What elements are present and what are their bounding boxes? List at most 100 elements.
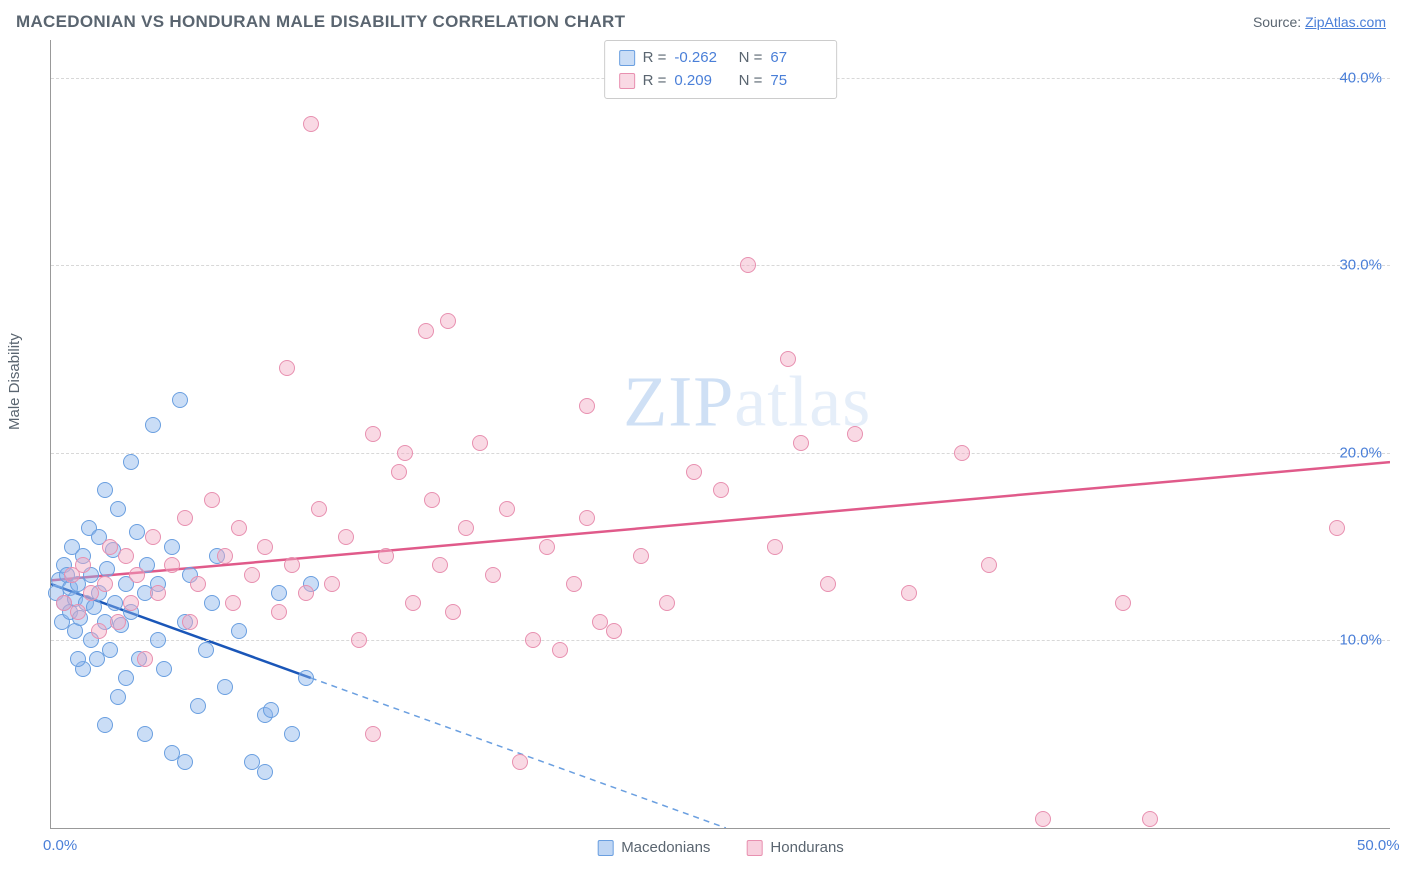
scatter-point (123, 454, 139, 470)
scatter-point (70, 604, 86, 620)
scatter-point (118, 548, 134, 564)
scatter-point (156, 661, 172, 677)
scatter-point (164, 539, 180, 555)
scatter-point (137, 651, 153, 667)
scatter-point (91, 623, 107, 639)
scatter-point (284, 726, 300, 742)
scatter-point (1329, 520, 1345, 536)
scatter-point (445, 604, 461, 620)
scatter-point (512, 754, 528, 770)
scatter-point (981, 557, 997, 573)
scatter-point (231, 520, 247, 536)
gridline-h (51, 640, 1390, 641)
scatter-point (378, 548, 394, 564)
scatter-point (472, 435, 488, 451)
scatter-point (150, 632, 166, 648)
ytick-label: 10.0% (1339, 632, 1382, 649)
stats-row: R = 0.209 N = 75 (619, 70, 823, 93)
watermark: ZIPatlas (623, 361, 871, 444)
scatter-point (198, 642, 214, 658)
scatter-point (338, 529, 354, 545)
legend-swatch (746, 840, 762, 856)
legend-item: Macedonians (597, 839, 710, 856)
y-axis-label: Male Disability (6, 333, 23, 430)
scatter-point (458, 520, 474, 536)
legend-swatch (597, 840, 613, 856)
ytick-label: 30.0% (1339, 257, 1382, 274)
scatter-point (324, 576, 340, 592)
scatter-point (713, 482, 729, 498)
scatter-point (740, 257, 756, 273)
scatter-point (177, 754, 193, 770)
legend-label: Hondurans (770, 839, 843, 856)
scatter-point (901, 585, 917, 601)
scatter-point (298, 670, 314, 686)
scatter-point (440, 313, 456, 329)
scatter-point (118, 670, 134, 686)
xtick-label: 0.0% (43, 837, 77, 854)
scatter-point (633, 548, 649, 564)
scatter-point (279, 360, 295, 376)
scatter-point (659, 595, 675, 611)
scatter-point (110, 501, 126, 517)
scatter-point (539, 539, 555, 555)
scatter-point (75, 557, 91, 573)
scatter-point (129, 567, 145, 583)
scatter-point (525, 632, 541, 648)
scatter-point (257, 539, 273, 555)
legend: Macedonians Hondurans (597, 839, 844, 856)
scatter-point (110, 614, 126, 630)
scatter-point (123, 595, 139, 611)
stats-row: R = -0.262 N = 67 (619, 47, 823, 70)
scatter-point (1142, 811, 1158, 827)
scatter-point (137, 726, 153, 742)
scatter-point (820, 576, 836, 592)
scatter-point (686, 464, 702, 480)
scatter-point (793, 435, 809, 451)
trend-lines (51, 40, 1390, 828)
scatter-point (579, 510, 595, 526)
scatter-point (70, 651, 86, 667)
scatter-point (1115, 595, 1131, 611)
ytick-label: 20.0% (1339, 444, 1382, 461)
scatter-point (225, 595, 241, 611)
source-link[interactable]: ZipAtlas.com (1305, 14, 1386, 30)
scatter-point (391, 464, 407, 480)
scatter-point (107, 595, 123, 611)
scatter-point (552, 642, 568, 658)
legend-item: Hondurans (746, 839, 843, 856)
gridline-h (51, 453, 1390, 454)
scatter-point (145, 529, 161, 545)
scatter-point (767, 539, 783, 555)
scatter-point (365, 426, 381, 442)
scatter-point (164, 557, 180, 573)
scatter-point (405, 595, 421, 611)
scatter-point (172, 392, 188, 408)
scatter-point (97, 576, 113, 592)
scatter-point (271, 604, 287, 620)
scatter-point (217, 548, 233, 564)
scatter-point (150, 585, 166, 601)
scatter-point (204, 492, 220, 508)
scatter-point (432, 557, 448, 573)
scatter-point (499, 501, 515, 517)
scatter-point (579, 398, 595, 414)
scatter-point (145, 417, 161, 433)
scatter-point (102, 642, 118, 658)
scatter-point (397, 445, 413, 461)
scatter-point (284, 557, 300, 573)
scatter-point (204, 595, 220, 611)
scatter-point (110, 689, 126, 705)
scatter-point (606, 623, 622, 639)
series-swatch (619, 50, 635, 66)
scatter-point (177, 510, 193, 526)
ytick-label: 40.0% (1339, 69, 1382, 86)
scatter-point (231, 623, 247, 639)
scatter-point (485, 567, 501, 583)
scatter-point (780, 351, 796, 367)
scatter-point (263, 702, 279, 718)
scatter-point (190, 576, 206, 592)
gridline-h (51, 265, 1390, 266)
scatter-point (1035, 811, 1051, 827)
chart-title: MACEDONIAN VS HONDURAN MALE DISABILITY C… (16, 12, 625, 32)
